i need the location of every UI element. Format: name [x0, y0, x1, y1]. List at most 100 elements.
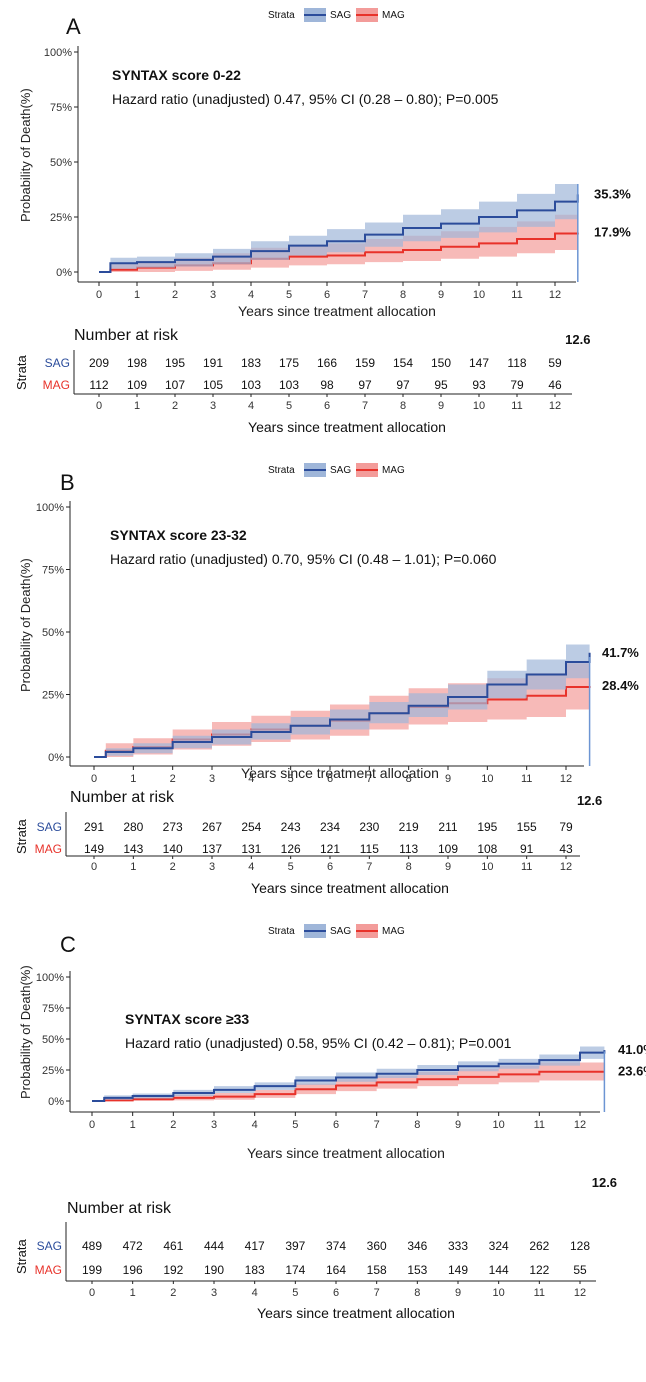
risk-cell-sag: 333 — [448, 1239, 468, 1253]
x-axis-label: Years since treatment allocation — [238, 303, 436, 319]
risk-cell-mag: 183 — [245, 1263, 265, 1277]
risk-x-tick-label: 11 — [521, 861, 532, 873]
risk-cell-mag: 79 — [510, 378, 524, 392]
risk-cell-mag: 153 — [407, 1263, 427, 1277]
x-tick-label: 3 — [209, 773, 215, 785]
risk-x-tick-label: 8 — [414, 1287, 420, 1299]
survival-line-sag — [92, 1050, 606, 1102]
legend-item-sag: SAG — [330, 465, 351, 476]
y-tick-label: 50% — [42, 627, 64, 639]
risk-x-axis-label: Years since treatment allocation — [248, 419, 446, 435]
risk-x-tick-label: 2 — [172, 400, 178, 412]
risk-cell-mag: 143 — [123, 842, 143, 856]
risk-cell-sag: 254 — [241, 820, 261, 834]
x-tick-label: 0 — [89, 1119, 95, 1131]
y-tick-label: 100% — [44, 47, 72, 59]
x-tick-label: 8 — [414, 1119, 420, 1131]
x-tick-label: 6 — [324, 289, 330, 301]
risk-cell-mag: 126 — [281, 842, 301, 856]
x-tick-label: 3 — [210, 289, 216, 301]
x-tick-label: 8 — [406, 773, 412, 785]
risk-cell-sag: 150 — [431, 356, 451, 370]
risk-cell-mag: 108 — [477, 842, 497, 856]
x-tick-label: 11 — [511, 289, 522, 301]
risk-table-title: Number at risk — [67, 1200, 172, 1217]
risk-table-ylabel: Strata — [14, 819, 29, 854]
risk-x-tick-label: 10 — [473, 400, 485, 412]
legend-item-sag: SAG — [330, 926, 351, 937]
risk-cell-mag: 46 — [548, 378, 562, 392]
vline-label: 12.6 — [577, 793, 602, 808]
risk-cell-sag: 280 — [123, 820, 143, 834]
risk-x-tick-label: 10 — [493, 1287, 505, 1299]
legend-item-mag: MAG — [382, 10, 405, 21]
x-axis-label: Years since treatment allocation — [241, 765, 439, 781]
end-label-mag: 28.4% — [602, 678, 639, 693]
risk-cell-sag: 155 — [517, 820, 537, 834]
risk-x-tick-label: 1 — [130, 861, 136, 873]
end-label-mag: 23.6% — [618, 1064, 646, 1079]
risk-cell-sag: 219 — [399, 820, 419, 834]
risk-cell-mag: 131 — [241, 842, 261, 856]
ci-band-sag — [92, 1043, 605, 1101]
x-tick-label: 9 — [438, 289, 444, 301]
x-tick-label: 4 — [252, 1119, 258, 1131]
risk-cell-mag: 103 — [241, 378, 261, 392]
y-tick-label: 100% — [36, 972, 64, 984]
risk-cell-sag: 243 — [281, 820, 301, 834]
risk-x-tick-label: 7 — [362, 400, 368, 412]
risk-cell-sag: 191 — [203, 356, 223, 370]
legend-title: Strata — [268, 926, 295, 937]
y-tick-label: 75% — [42, 565, 64, 577]
x-axis-label: Years since treatment allocation — [247, 1145, 445, 1161]
x-tick-label: 5 — [292, 1119, 298, 1131]
risk-cell-sag: 324 — [489, 1239, 509, 1253]
risk-cell-sag: 209 — [89, 356, 109, 370]
y-tick-label: 0% — [48, 1096, 64, 1108]
vline-label: 12.6 — [565, 332, 590, 347]
survival-line-sag — [94, 652, 591, 758]
legend-item-mag: MAG — [382, 465, 405, 476]
risk-row-label-sag: SAG — [37, 820, 62, 834]
risk-cell-sag: 374 — [326, 1239, 346, 1253]
risk-cell-mag: 93 — [472, 378, 486, 392]
risk-x-tick-label: 5 — [288, 861, 294, 873]
risk-x-tick-label: 4 — [248, 400, 254, 412]
panel-label: A — [66, 14, 81, 39]
risk-cell-sag: 273 — [163, 820, 183, 834]
risk-x-tick-label: 1 — [134, 400, 140, 412]
chart-title: SYNTAX score 23-32 — [110, 527, 247, 543]
risk-cell-sag: 417 — [245, 1239, 265, 1253]
risk-cell-mag: 137 — [202, 842, 222, 856]
x-tick-label: 5 — [286, 289, 292, 301]
risk-cell-mag: 97 — [358, 378, 372, 392]
risk-cell-mag: 113 — [399, 842, 418, 856]
risk-cell-mag: 55 — [573, 1263, 587, 1277]
risk-x-tick-label: 4 — [252, 1287, 258, 1299]
y-tick-label: 100% — [36, 502, 64, 514]
risk-x-tick-label: 12 — [560, 861, 572, 873]
x-tick-label: 1 — [130, 773, 136, 785]
risk-x-tick-label: 0 — [91, 861, 97, 873]
risk-cell-mag: 91 — [520, 842, 534, 856]
x-tick-label: 5 — [288, 773, 294, 785]
risk-row-label-mag: MAG — [35, 842, 62, 856]
chart-subtitle: Hazard ratio (unadjusted) 0.58, 95% CI (… — [125, 1035, 512, 1051]
risk-cell-sag: 159 — [355, 356, 375, 370]
risk-cell-sag: 198 — [127, 356, 147, 370]
risk-table-title: Number at risk — [74, 327, 179, 344]
x-tick-label: 2 — [170, 773, 176, 785]
risk-cell-sag: 472 — [123, 1239, 143, 1253]
risk-x-tick-label: 4 — [248, 861, 254, 873]
x-tick-label: 10 — [481, 773, 493, 785]
risk-x-tick-label: 7 — [366, 861, 372, 873]
risk-cell-sag: 346 — [407, 1239, 427, 1253]
risk-cell-sag: 397 — [285, 1239, 305, 1253]
x-tick-label: 8 — [400, 289, 406, 301]
risk-x-tick-label: 0 — [89, 1287, 95, 1299]
risk-table-ylabel: Strata — [14, 1239, 29, 1274]
